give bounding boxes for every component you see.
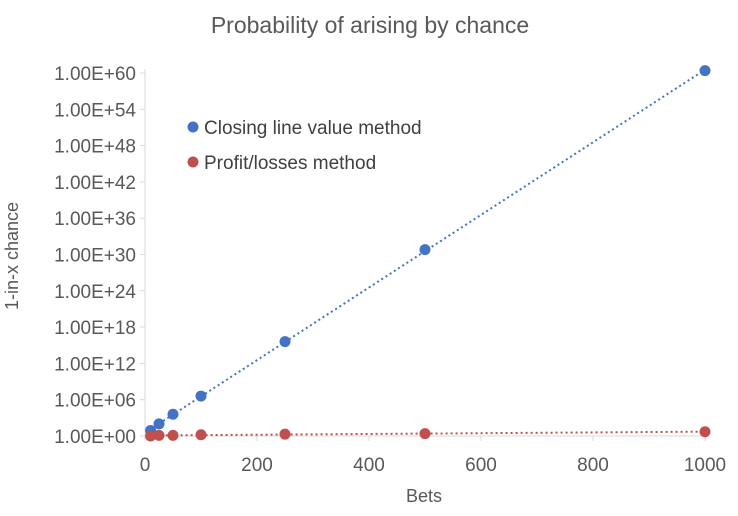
x-tick-label: 1000 — [684, 455, 726, 476]
y-axis-label: 1-in-x chance — [2, 202, 22, 310]
data-point — [279, 428, 291, 440]
chart-title: Probability of arising by chance — [211, 12, 529, 38]
legend-marker — [187, 156, 199, 168]
y-tick-label: 1.00E+24 — [54, 282, 136, 303]
legend: Closing line value method Profit/losses m… — [187, 118, 422, 174]
legend-label: Closing line value method — [204, 118, 422, 139]
y-axis-ticks: 1.00E+00 1.00E+06 1.00E+12 1.00E+18 1.00E+24… — [54, 64, 145, 448]
y-tick-label: 1.00E+36 — [54, 209, 136, 230]
data-point — [195, 429, 207, 441]
y-tick-label: 1.00E+30 — [54, 246, 136, 267]
data-point — [279, 336, 291, 348]
data-point — [145, 430, 157, 442]
data-point — [153, 418, 165, 430]
y-tick-label: 1.00E+42 — [54, 173, 136, 194]
y-tick-label: 1.00E+12 — [54, 354, 136, 375]
y-tick-label: 1.00E+48 — [54, 137, 136, 158]
x-tick-label: 0 — [140, 455, 151, 476]
y-tick-label: 1.00E+54 — [54, 100, 136, 121]
data-point — [419, 428, 431, 440]
data-point — [167, 408, 179, 420]
data-point — [167, 429, 179, 441]
data-points — [145, 65, 711, 442]
data-point — [699, 65, 711, 77]
x-tick-label: 600 — [465, 455, 497, 476]
x-tick-label: 800 — [577, 455, 609, 476]
x-axis-label: Bets — [406, 486, 442, 506]
legend-marker — [187, 121, 199, 133]
y-tick-label: 1.00E+60 — [54, 64, 136, 85]
data-point — [419, 244, 431, 256]
x-axis-ticks: 0 200 400 600 800 1000 — [140, 436, 726, 476]
x-tick-label: 400 — [353, 455, 385, 476]
x-tick-label: 200 — [241, 455, 273, 476]
y-tick-label: 1.00E+18 — [54, 318, 136, 339]
data-point — [153, 429, 165, 441]
legend-label: Profit/losses method — [204, 153, 376, 174]
data-point — [699, 426, 711, 438]
y-tick-label: 1.00E+06 — [54, 391, 136, 412]
y-tick-label: 1.00E+00 — [54, 427, 136, 448]
data-point — [195, 390, 207, 402]
